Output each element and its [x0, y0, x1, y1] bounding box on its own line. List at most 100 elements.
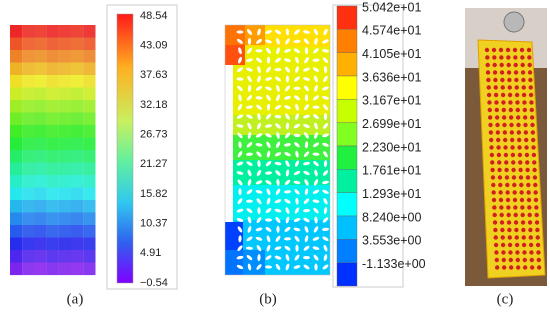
flow-marker: [303, 170, 310, 176]
flow-marker: [255, 143, 263, 147]
photo-detail: [525, 167, 530, 173]
photo-detail: [528, 77, 533, 83]
photo-detail: [514, 235, 519, 240]
flow-marker: [257, 66, 261, 73]
photo-detail: [485, 70, 491, 75]
flow-marker: [322, 86, 329, 91]
photo-detail: [507, 77, 512, 83]
flow-marker: [285, 263, 290, 271]
photo-detail: [515, 107, 520, 113]
photo-detail: [522, 265, 528, 270]
heatmap-cell: [71, 262, 84, 276]
photo-detail: [509, 130, 515, 135]
photo-detail: [532, 160, 537, 165]
heatmap-cell: [22, 50, 35, 63]
photo-detail: [492, 70, 498, 75]
flow-marker: [313, 48, 319, 54]
photo-detail: [494, 107, 499, 113]
flow-marker: [255, 227, 263, 232]
heatmap-cell: [58, 200, 72, 213]
photo-detail: [510, 145, 515, 150]
photo-detail: [496, 145, 501, 150]
colorbar-band: [336, 99, 358, 123]
photo-detail: [514, 77, 519, 83]
photo-detail: [526, 197, 532, 203]
photo-detail: [515, 100, 520, 105]
photo-detail: [486, 85, 491, 90]
flow-marker: [314, 37, 318, 45]
photo-detail: [496, 137, 501, 143]
flow-marker: [247, 29, 252, 35]
photo-detail: [499, 220, 505, 225]
flow-marker: [266, 235, 271, 243]
photo-detail: [506, 212, 511, 218]
photo-detail: [506, 205, 511, 210]
flow-marker: [237, 198, 243, 205]
flow-marker: [285, 216, 290, 224]
colorbar-band: [336, 145, 358, 170]
colorbar-label: 5.042e+01: [362, 0, 421, 14]
photo-detail: [497, 167, 502, 173]
heatmap-cell: [22, 212, 35, 226]
heatmap-cell: [10, 25, 23, 38]
photo-detail: [528, 227, 533, 233]
flow-marker: [265, 86, 272, 91]
heatmap-cell: [22, 25, 35, 38]
flow-marker: [314, 132, 318, 139]
flow-marker: [237, 132, 243, 139]
flow-marker: [275, 170, 281, 176]
flow-marker: [323, 197, 328, 205]
photo-detail: [501, 107, 506, 113]
heatmap-cell: [83, 125, 96, 138]
flow-marker: [237, 226, 243, 233]
flow-marker: [294, 254, 300, 261]
photo-detail: [492, 220, 498, 225]
heatmap-cell: [10, 100, 23, 113]
flow-marker: [246, 142, 253, 148]
photo-detail: [498, 182, 503, 188]
photo-detail: [489, 152, 495, 158]
flow-marker: [312, 105, 320, 109]
flow-marker: [294, 189, 300, 195]
flow-marker: [238, 235, 242, 243]
heatmap-cell: [34, 75, 47, 88]
heatmap-cell: [58, 225, 72, 238]
photo-detail: [490, 160, 495, 165]
flow-marker: [276, 225, 280, 233]
flow-marker: [236, 30, 244, 34]
flow-marker: [322, 142, 329, 147]
photo-detail: [505, 47, 511, 53]
heatmap-cell: [83, 87, 96, 101]
flow-marker: [274, 114, 282, 119]
heatmap-cell: [22, 200, 35, 213]
flow-marker: [265, 226, 272, 232]
photo-detail: [493, 77, 498, 83]
photo-detail: [522, 250, 527, 255]
flow-marker: [256, 122, 262, 130]
photo-detail: [493, 85, 498, 90]
heatmap-cell: [83, 75, 96, 88]
heatmap-cell: [83, 262, 96, 276]
flow-marker: [322, 49, 329, 53]
flow-marker: [285, 28, 290, 36]
heatmap-cell: [71, 50, 84, 63]
heatmap-cell: [83, 137, 96, 151]
flow-marker: [256, 198, 262, 205]
photo-detail: [535, 242, 541, 248]
photo-detail: [493, 242, 499, 248]
photo-detail: [492, 55, 497, 60]
heatmap-cell: [10, 37, 23, 51]
photo-detail: [485, 62, 490, 68]
flow-marker: [274, 255, 282, 260]
colorbar-label: 32.18: [140, 99, 168, 111]
colorbar-frame: [106, 4, 178, 290]
flow-marker: [255, 190, 263, 194]
flow-marker: [323, 151, 328, 158]
heatmap-cell: [83, 187, 96, 201]
heatmap-cell: [22, 250, 35, 263]
colorbar-band: [336, 75, 358, 100]
heatmap-cell: [58, 62, 72, 76]
colorbar-label: 10.37: [140, 218, 168, 230]
flow-marker: [285, 85, 290, 92]
photo-detail: [493, 235, 498, 240]
